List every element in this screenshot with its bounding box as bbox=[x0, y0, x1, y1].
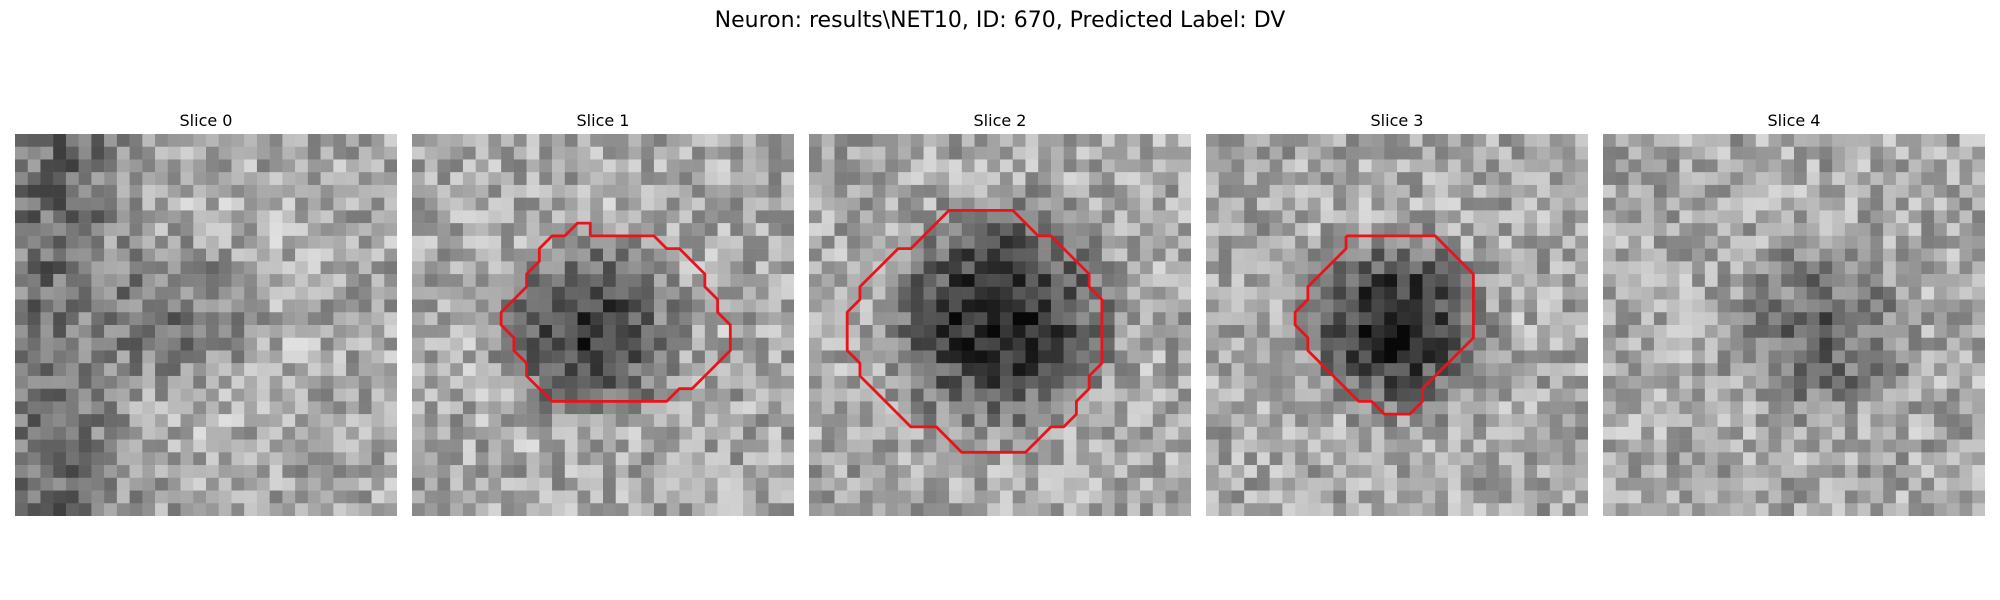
slice-panel-4: Slice 4 bbox=[1603, 110, 1985, 516]
slice-title: Slice 0 bbox=[179, 111, 233, 130]
slice-image bbox=[809, 134, 1191, 516]
slice-image bbox=[412, 134, 794, 516]
figure-title: Neuron: results\NET10, ID: 670, Predicte… bbox=[714, 8, 1286, 33]
slice-image bbox=[1603, 134, 1985, 516]
slice-panel-2: Slice 2 bbox=[809, 110, 1191, 516]
segmentation-contour bbox=[1293, 234, 1475, 416]
slice-image bbox=[15, 134, 397, 516]
slice-title: Slice 4 bbox=[1767, 111, 1821, 130]
slice-title: Slice 1 bbox=[576, 111, 630, 130]
slice-title: Slice 2 bbox=[973, 111, 1027, 130]
segmentation-contour bbox=[499, 221, 732, 403]
slice-panel-3: Slice 3 bbox=[1206, 110, 1588, 516]
slice-image bbox=[1206, 134, 1588, 516]
segmentation-contour bbox=[845, 208, 1104, 454]
slice-panel-1: Slice 1 bbox=[412, 110, 794, 516]
slice-title: Slice 3 bbox=[1370, 111, 1424, 130]
slice-panel-0: Slice 0 bbox=[15, 110, 397, 516]
